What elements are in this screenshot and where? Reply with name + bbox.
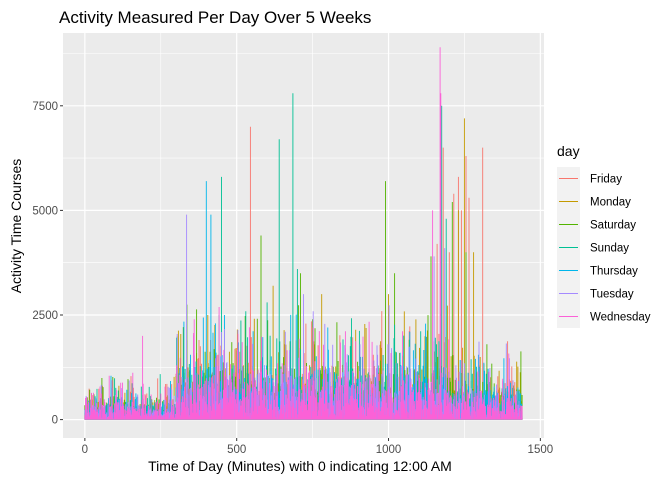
legend-label: Wednesday bbox=[590, 312, 651, 324]
x-tick-label: 500 bbox=[227, 444, 246, 456]
legend-label: Friday bbox=[590, 174, 622, 186]
legend-label: Thursday bbox=[590, 266, 638, 278]
legend-item-saturday: Saturday bbox=[557, 213, 636, 236]
y-axis-title: Activity Time Courses bbox=[8, 159, 24, 294]
legend-item-monday: Monday bbox=[557, 190, 631, 213]
y-axis: 0 2500 5000 7500 bbox=[32, 101, 63, 427]
legend-label: Saturday bbox=[590, 220, 636, 232]
y-tick-label: 0 bbox=[52, 415, 58, 427]
legend-item-sunday: Sunday bbox=[557, 236, 629, 259]
legend-label: Monday bbox=[590, 197, 631, 209]
y-tick-label: 7500 bbox=[32, 101, 58, 113]
legend-item-wednesday: Wednesday bbox=[557, 305, 651, 328]
x-tick-label: 1000 bbox=[376, 444, 402, 456]
x-axis: 0 500 1000 1500 bbox=[82, 438, 553, 456]
y-tick-label: 2500 bbox=[32, 310, 58, 322]
legend-item-tuesday: Tuesday bbox=[557, 282, 634, 305]
series-wednesday bbox=[84, 47, 523, 420]
series-layer bbox=[84, 47, 523, 420]
legend-label: Tuesday bbox=[590, 289, 634, 301]
x-axis-title: Time of Day (Minutes) with 0 indicating … bbox=[148, 458, 452, 474]
legend-item-friday: Friday bbox=[557, 167, 622, 190]
x-tick-label: 1500 bbox=[528, 444, 554, 456]
chart-title: Activity Measured Per Day Over 5 Weeks bbox=[59, 8, 371, 27]
legend: day Friday Monday Saturday Sunday Thursday Tu… bbox=[557, 143, 651, 328]
y-tick-label: 5000 bbox=[32, 205, 58, 217]
legend-item-thursday: Thursday bbox=[557, 259, 638, 282]
legend-label: Sunday bbox=[590, 243, 629, 255]
x-tick-label: 0 bbox=[82, 444, 88, 456]
legend-title: day bbox=[557, 143, 580, 159]
series-line-wednesday bbox=[84, 47, 523, 420]
